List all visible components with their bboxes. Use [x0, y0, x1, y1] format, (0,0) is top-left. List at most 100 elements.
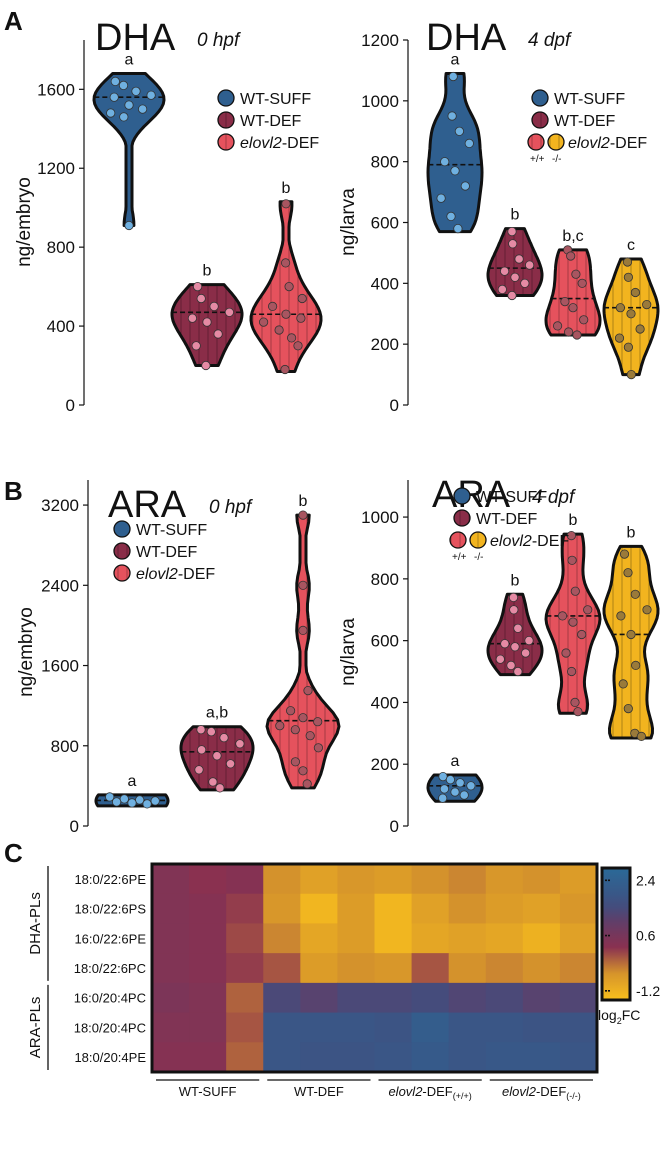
data-point: [124, 220, 134, 231]
heatmap-cell: [300, 893, 339, 925]
heatmap-cell: [189, 923, 227, 954]
heatmap-row-label: 18:0/22:6PC: [74, 961, 146, 976]
y-tick-label: 600: [371, 632, 399, 651]
heatmap-cell: [300, 953, 339, 984]
chart-title: ARA: [432, 474, 511, 516]
heatmap-cell: [263, 982, 301, 1014]
data-point: [459, 790, 469, 800]
heatmap-cell: [448, 864, 487, 895]
data-point: [514, 254, 524, 264]
heatmap-cell: [189, 1042, 227, 1073]
colorbar-label-sub: 2: [617, 1016, 622, 1026]
data-point: [466, 781, 476, 791]
heatmap-cell: [152, 953, 190, 984]
violin-elovl2_def: [544, 248, 602, 337]
data-point: [290, 725, 300, 735]
heatmap-cell: [485, 1012, 524, 1043]
heatmap-row-label: 18:0/22:6PE: [74, 872, 146, 887]
heatmap-cell: [522, 982, 561, 1014]
data-point: [631, 660, 641, 671]
column-label-italic: elovl2: [388, 1084, 423, 1099]
significance-letter: a: [451, 753, 460, 770]
data-point: [635, 324, 645, 334]
data-point: [194, 765, 204, 775]
heatmap-cell: [374, 923, 413, 954]
data-point: [616, 611, 626, 621]
data-point: [296, 313, 306, 323]
heatmap-cell: [300, 864, 339, 895]
significance-letter: b: [299, 493, 308, 510]
data-point: [495, 654, 505, 664]
data-point: [285, 706, 296, 716]
data-point: [642, 605, 652, 615]
heatmap: 18:0/22:6PE 18:0/22:6PS 16:0/22:6PE 18:0/22…: [27, 862, 660, 1101]
legend-swatch: [453, 509, 471, 527]
heatmap-cell: [300, 923, 339, 954]
column-label-suffix: (-/-): [566, 1091, 581, 1101]
y-tick-label: 1200: [361, 31, 399, 50]
data-point: [460, 181, 470, 191]
data-point: [298, 625, 308, 636]
data-point: [112, 797, 122, 807]
heatmap-cell: [448, 1042, 487, 1073]
legend-swatch: [217, 111, 235, 129]
data-point: [150, 796, 160, 806]
heatmap-cell: [152, 1042, 190, 1073]
legend-label: WT-SUFF: [240, 91, 311, 108]
data-point: [235, 739, 245, 749]
violin-elovl2_def: [265, 513, 341, 790]
data-point: [626, 629, 636, 640]
data-point: [187, 313, 197, 323]
heatmap-cell: [189, 864, 227, 895]
data-point: [298, 510, 308, 520]
legend-label: WT-DEF: [476, 511, 538, 528]
violin-chart-2: ARA 0 hpf 0 800 1600 2400 3200 ng/embryo a a,b b WT…: [16, 480, 341, 836]
data-point: [506, 660, 516, 671]
legend-label: WT-DEF: [240, 113, 302, 130]
heatmap-row-label: 16:0/22:6PE: [74, 931, 146, 946]
data-point: [561, 648, 571, 658]
violin-wt_def: [486, 227, 544, 297]
data-point: [524, 635, 534, 646]
y-axis-label: ng/larva: [338, 188, 359, 256]
heatmap-cell: [448, 982, 487, 1014]
data-point: [303, 685, 313, 696]
legend-swatch: [531, 111, 549, 129]
heatmap-cell: [411, 982, 450, 1014]
data-point: [566, 251, 576, 261]
legend-label-rest: -DEF: [610, 135, 648, 152]
violin-elovl2_ko: [602, 544, 660, 740]
colorbar: [600, 866, 632, 1002]
legend: WT-SUFF WT-DEF +/+ -/- elovl2-DEF: [527, 89, 648, 165]
heatmap-cell: [189, 1012, 227, 1043]
data-point: [614, 333, 625, 343]
panel-label-a: A: [4, 6, 23, 36]
legend-label: WT-SUFF: [554, 91, 625, 108]
legend-label: elovl2-DEF: [136, 566, 215, 583]
heatmap-cell: [263, 893, 301, 925]
data-point: [568, 617, 578, 627]
y-tick-label: 400: [371, 693, 399, 712]
data-point: [623, 342, 634, 352]
heatmap-cell: [300, 982, 339, 1014]
legend-sublabel: -/-: [474, 552, 483, 563]
data-point: [622, 257, 633, 267]
legend-swatch: [113, 520, 131, 538]
column-group-label: WT-DEF: [294, 1084, 344, 1099]
violin-wt_suff: [426, 72, 484, 234]
heatmap-row-label: 18:0/20:4PC: [74, 1020, 146, 1035]
heatmap-cell: [189, 953, 227, 984]
data-point: [446, 211, 456, 221]
chart-title: DHA: [426, 17, 507, 59]
heatmap-cell: [337, 864, 376, 895]
heatmap-cell: [522, 923, 561, 954]
data-point: [630, 589, 640, 599]
heatmap-cell: [448, 1012, 487, 1043]
violin-chart-0: DHA 0 hpf 0 400 800 1200 1600 ng/embryo a b b WT-SU…: [14, 17, 323, 415]
column-group-label: WT-SUFF: [179, 1084, 237, 1099]
heatmap-cell: [411, 893, 450, 925]
data-point: [623, 272, 634, 282]
data-point: [507, 227, 517, 237]
legend-swatch: [217, 89, 235, 107]
data-point: [618, 679, 628, 689]
